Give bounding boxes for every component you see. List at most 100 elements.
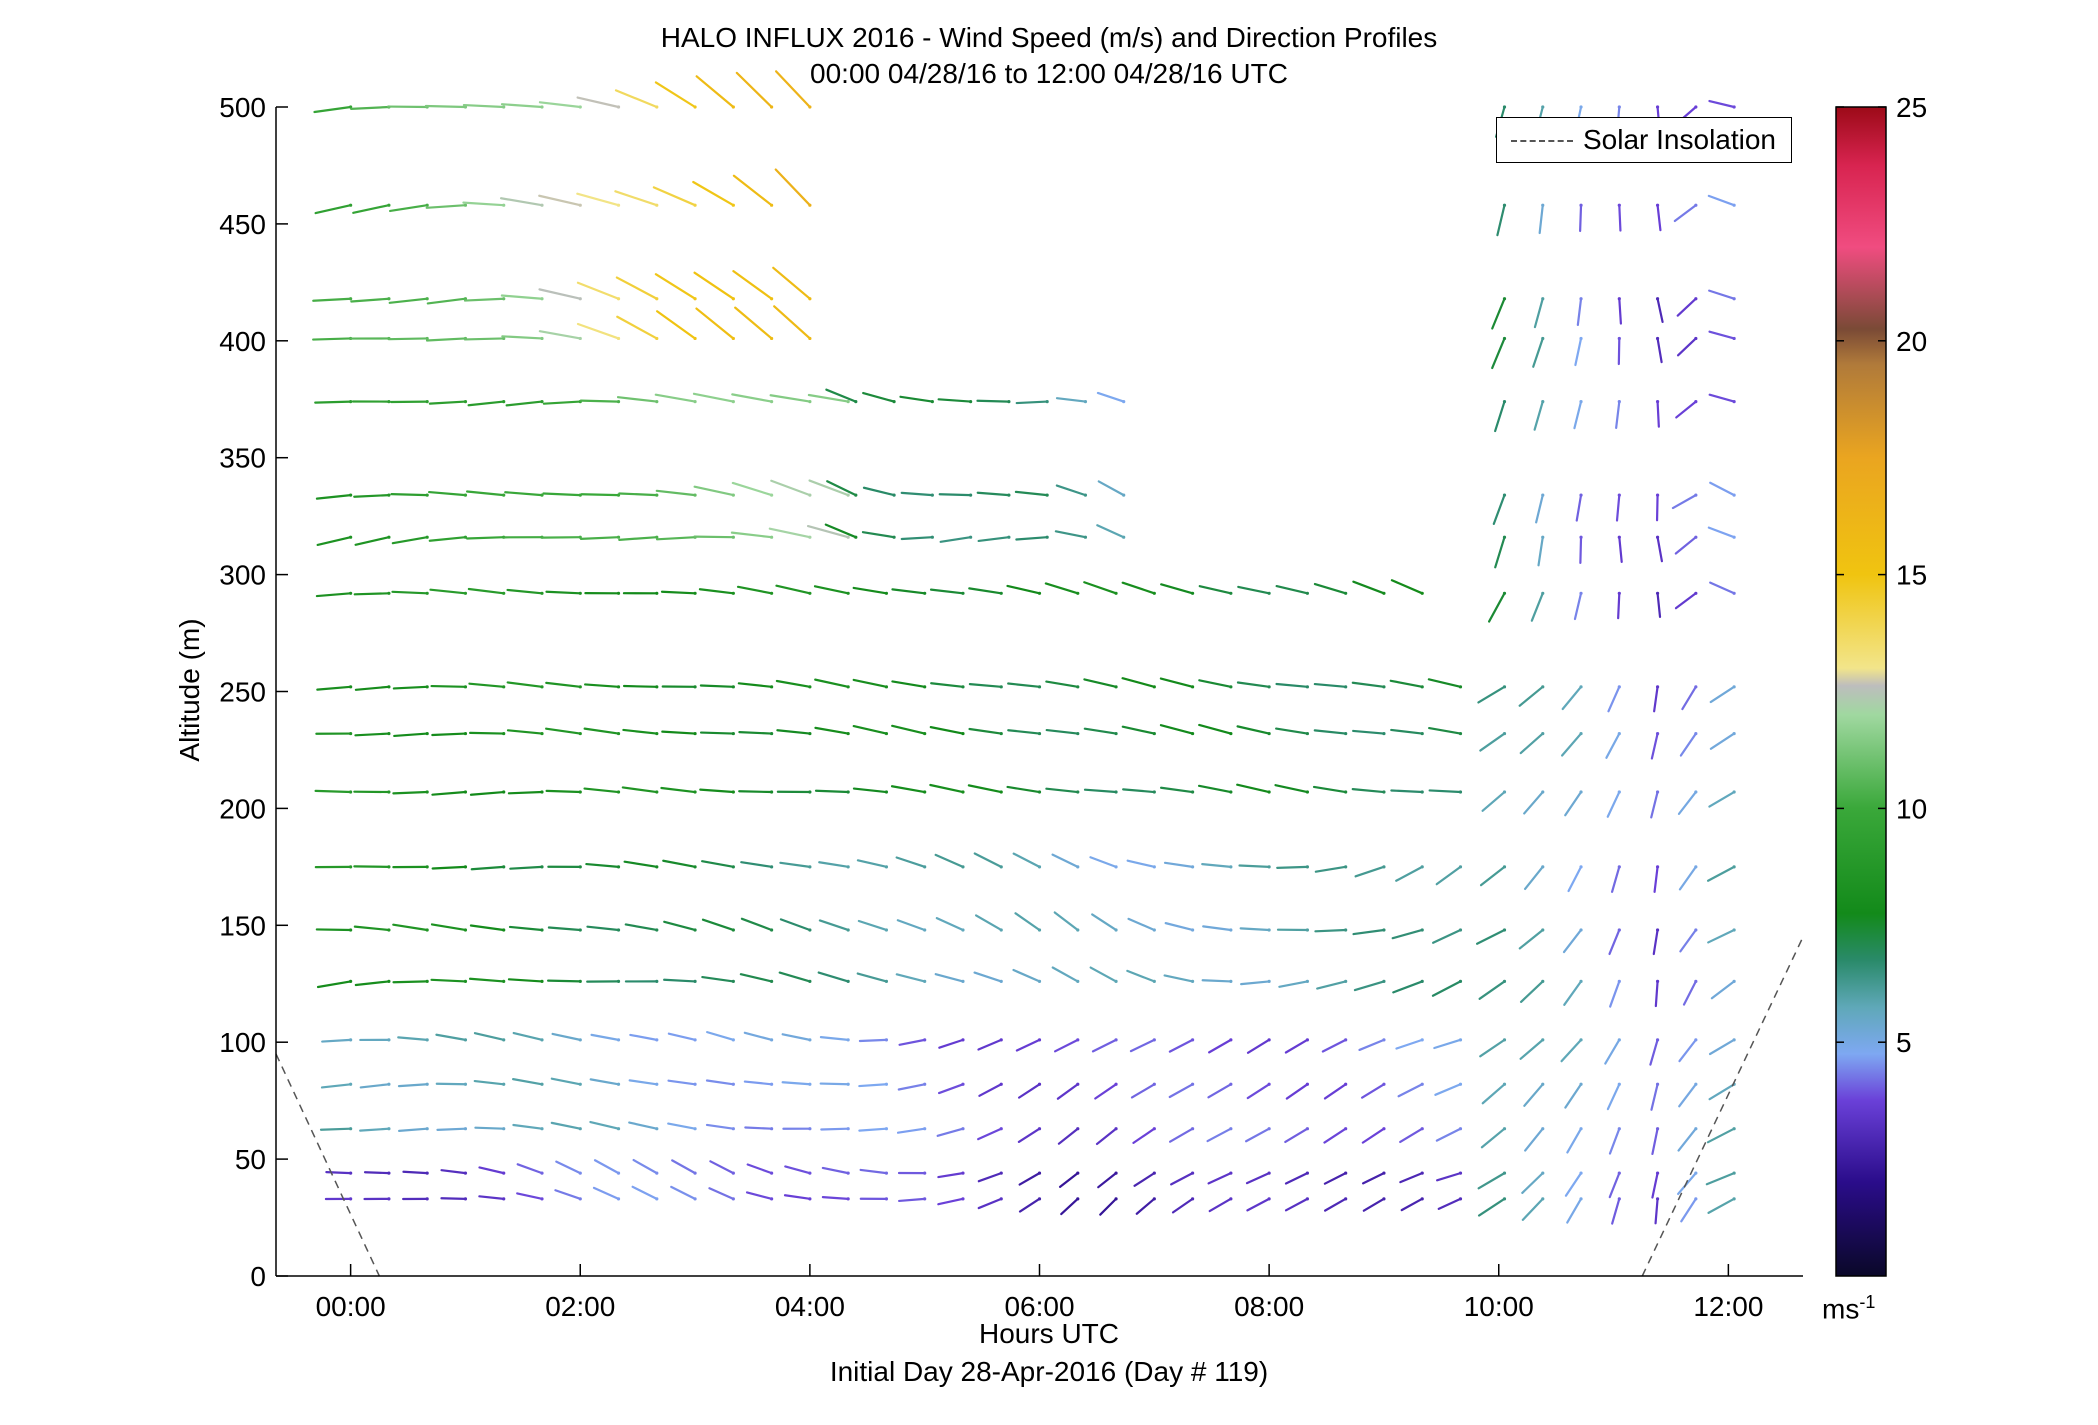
wind-barb-origin (1617, 203, 1621, 207)
wind-barb (772, 266, 811, 300)
wind-barb-origin (1655, 493, 1660, 497)
wind-barb-origin (616, 685, 621, 689)
wind-barb-origin (846, 865, 850, 869)
wind-barb (1618, 297, 1622, 325)
wind-barb (1083, 788, 1118, 794)
wind-barb (542, 400, 582, 405)
wind-barb-origin (1694, 591, 1698, 595)
wind-barb-origin (578, 1127, 582, 1131)
wind-barb (1564, 1172, 1583, 1197)
wind-barb-origin (1382, 591, 1386, 595)
wind-barb (967, 784, 1003, 794)
wind-barb-origin (578, 685, 582, 689)
wind-barb (896, 919, 926, 932)
wind-barb (545, 590, 582, 595)
wind-barb (1680, 1197, 1697, 1223)
wind-barb-origin (1579, 591, 1583, 595)
wind-barb-origin (808, 979, 812, 984)
wind-barb (428, 536, 467, 542)
wind-barb (667, 1032, 697, 1041)
wind-barb (1650, 790, 1659, 819)
wind-barb (1135, 1197, 1156, 1215)
wind-barb (1610, 865, 1621, 893)
wind-barb (1099, 1197, 1118, 1216)
wind-barb-origin (1502, 685, 1507, 689)
wind-barb (1094, 1083, 1118, 1100)
wind-barb (1673, 204, 1697, 223)
wind-barb-origin (693, 1171, 697, 1175)
wind-barb-origin (1458, 1038, 1463, 1042)
wind-barb (1708, 289, 1736, 300)
wind-barb (784, 1165, 811, 1175)
wind-barb (463, 297, 505, 302)
wind-barb-origin (999, 1082, 1003, 1086)
wind-barb (1519, 732, 1544, 755)
wind-barb-origin (1458, 731, 1463, 736)
wind-barb (1014, 912, 1041, 932)
wind-barb-origin (1267, 1082, 1271, 1086)
wind-barb-origin (1694, 731, 1698, 736)
wind-barb-origin (616, 1171, 621, 1175)
wind-barb-origin (387, 399, 391, 404)
wind-barb-origin (387, 1082, 391, 1086)
wind-barb (622, 728, 658, 735)
wind-barb-origin (1122, 535, 1126, 539)
wind-barb (1709, 581, 1736, 595)
wind-barb-origin (731, 731, 735, 736)
y-tick-label: 250 (219, 677, 266, 708)
wind-barb (507, 790, 544, 795)
wind-barb-origin (349, 979, 353, 984)
wind-barb (1246, 1197, 1271, 1212)
wind-barb-origin (616, 105, 621, 109)
wind-barb (512, 1123, 544, 1130)
wind-barb-origin (1617, 1038, 1621, 1042)
x-axis-label: Hours UTC (978, 1318, 1119, 1349)
wind-barb-origin (616, 1197, 621, 1201)
wind-barb (1656, 204, 1662, 232)
wind-barb-origin (1502, 399, 1507, 404)
wind-barb-origin (425, 979, 429, 984)
wind-barb-origin (846, 928, 850, 932)
legend: Solar Insolation (1496, 117, 1792, 163)
wind-barb-origin (1694, 979, 1698, 984)
wind-barb-origin (502, 1082, 506, 1086)
wind-barb (1479, 732, 1506, 752)
wind-barb-origin (884, 790, 889, 794)
wind-barb (551, 1032, 582, 1041)
wind-barb (699, 788, 735, 794)
wind-barb (808, 479, 850, 497)
wind-barb (1428, 789, 1462, 794)
wind-barb (467, 587, 505, 595)
wind-barb-origin (578, 591, 582, 595)
wind-barb (1083, 581, 1118, 595)
wind-barb-origin (349, 535, 353, 539)
wind-barb-origin (616, 591, 621, 595)
wind-barb (1436, 1172, 1462, 1182)
wind-barb (1351, 788, 1386, 794)
wind-barb (1537, 536, 1544, 567)
wind-barb (891, 588, 926, 595)
wind-barb-origin (1541, 1038, 1545, 1042)
wind-barb (897, 1083, 926, 1091)
wind-barb (701, 975, 735, 983)
wind-barb-origin (1382, 928, 1386, 932)
wind-barb (699, 684, 735, 688)
wind-barb-origin (770, 928, 774, 932)
wind-barb-origin (1694, 685, 1698, 689)
wind-barb (1573, 592, 1583, 621)
wind-barb-origin (655, 790, 659, 794)
wind-barb (392, 980, 429, 984)
wind-barb (1012, 968, 1041, 983)
wind-barb-origin (1152, 685, 1156, 689)
wind-barb (1519, 980, 1544, 1003)
wind-barb (779, 918, 811, 932)
wind-barb (896, 1127, 926, 1134)
wind-barb (1682, 980, 1697, 1006)
wind-barb (968, 683, 1003, 688)
wind-barb-origin (1076, 928, 1080, 932)
wind-barb-origin (578, 979, 582, 984)
wind-barb-origin (961, 685, 965, 689)
wind-barb (1609, 980, 1621, 1008)
wind-barb (1133, 1172, 1156, 1187)
wind-barb-origin (1579, 928, 1583, 932)
